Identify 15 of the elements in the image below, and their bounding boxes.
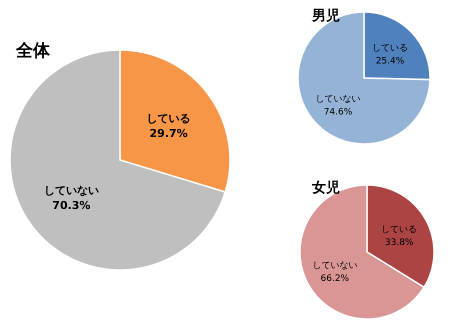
slice-label: している [146, 112, 191, 125]
data-label: 66.2% [320, 274, 350, 284]
data-label: 74.6% [324, 107, 353, 118]
slice-label: している [381, 225, 418, 236]
chart-title: 全体 [15, 41, 51, 61]
slice-label: していない [316, 94, 361, 104]
slice-label: していない [312, 260, 358, 271]
data-label: 29.7% [150, 126, 188, 140]
slice-label: している [372, 44, 408, 54]
chart-title: 女児 [311, 180, 340, 196]
data-label: 25.4% [376, 56, 405, 67]
data-label: 70.3% [52, 199, 90, 212]
slice-label: していない [44, 184, 99, 198]
data-label: 33.8% [384, 238, 414, 248]
chart-title: 男児 [311, 8, 340, 24]
